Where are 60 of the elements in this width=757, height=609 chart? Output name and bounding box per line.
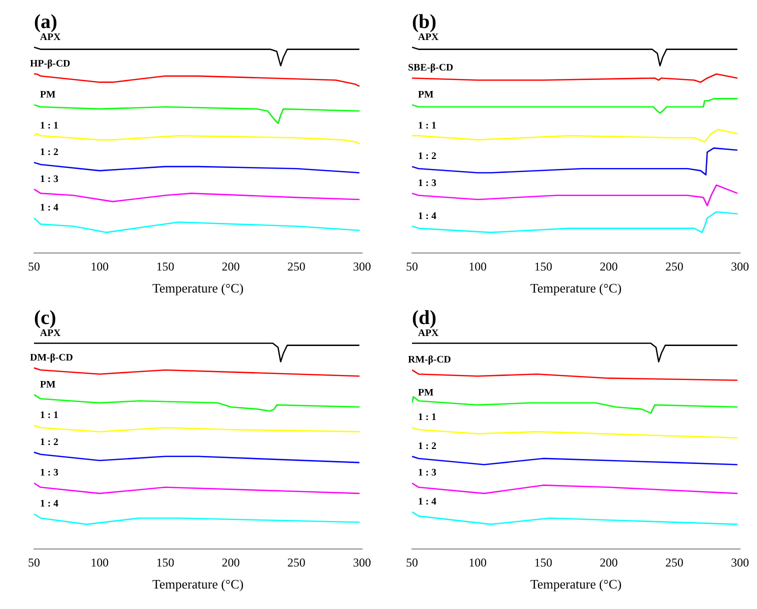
x-tick-label: 300 [353,259,371,274]
series-label: 1 : 2 [40,147,58,158]
chart-title: (b) [412,11,436,34]
x-tick-label: 150 [534,555,552,570]
series-label: 1 : 1 [40,120,58,132]
chart-title: (c) [34,307,56,330]
series-label: 1 : 3 [418,468,436,479]
series-label: 1 : 4 [418,496,436,508]
x-tick-label: 150 [156,259,174,274]
series-label: 1 : 4 [40,202,58,214]
x-tick-label: 300 [353,555,371,570]
series-label: APX [418,328,440,339]
x-axis-title: Temperature (°C) [152,576,244,592]
series-label: 1 : 4 [418,210,436,222]
x-tick-label: 300 [731,259,749,274]
series-label: APX [40,328,62,339]
series-label: APX [40,32,62,43]
x-axis-title: Temperature (°C) [530,576,622,592]
chart-title: (a) [34,11,58,34]
series-label: RM-β-CD [408,354,452,366]
x-tick-label: 250 [665,259,684,274]
x-tick-label: 100 [90,259,109,274]
x-axis-title: Temperature (°C) [152,280,244,296]
series-label: 1 : 3 [40,468,58,479]
series-label: 1 : 4 [40,498,58,510]
series-label: SBE-β-CD [408,62,454,74]
x-axis-title: Temperature (°C) [530,280,622,296]
x-tick-label: 200 [222,259,240,274]
x-tick-label: 100 [90,555,109,570]
x-tick-label: 200 [600,555,618,570]
series-label: 1 : 1 [40,410,58,422]
x-tick-label: 200 [600,259,618,274]
x-tick-label: 150 [534,259,552,274]
series-label: 1 : 2 [418,151,436,162]
x-tick-label: 50 [406,259,418,274]
x-tick-label: 50 [28,259,40,274]
series-label: DM-β-CD [30,352,74,364]
series-label: HP-β-CD [30,58,70,70]
x-tick-label: 50 [406,555,418,570]
series-label: APX [418,32,440,43]
x-tick-label: 150 [156,555,174,570]
x-tick-label: 200 [222,555,240,570]
series-label: 1 : 3 [418,178,436,189]
x-tick-label: 300 [731,555,749,570]
series-label: PM [418,89,434,100]
series-label: PM [40,89,56,100]
series-label: PM [40,379,56,390]
series-label: 1 : 1 [418,412,436,424]
x-tick-label: 100 [468,555,487,570]
series-label: 1 : 2 [418,440,436,452]
series-label: 1 : 1 [418,120,436,132]
x-tick-label: 250 [287,259,306,274]
x-tick-label: 50 [28,555,40,570]
x-tick-label: 100 [468,259,487,274]
series-label: 1 : 2 [40,436,58,448]
series-label: PM [418,387,434,398]
x-tick-label: 250 [287,555,306,570]
chart-title: (d) [412,307,436,330]
x-tick-label: 250 [665,555,684,570]
series-label: 1 : 3 [40,174,58,185]
